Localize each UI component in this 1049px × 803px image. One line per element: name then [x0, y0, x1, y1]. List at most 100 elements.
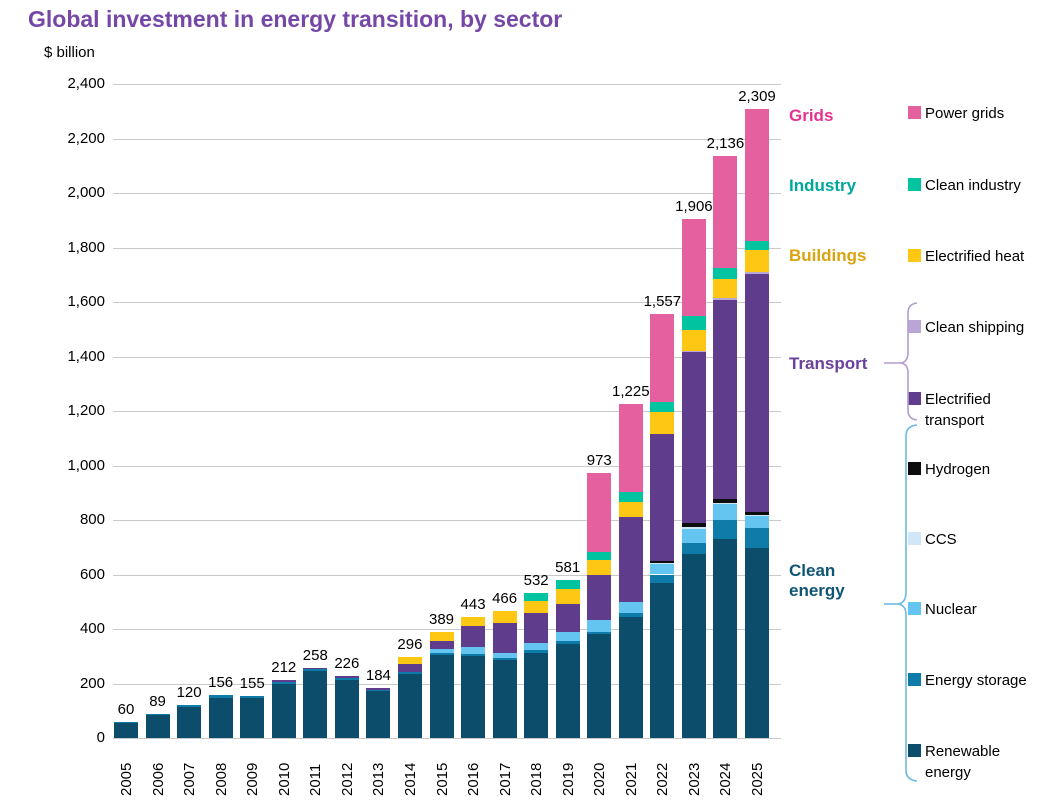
nuclear-swatch-icon — [908, 602, 921, 615]
y-tick-label: 2,200 — [67, 129, 105, 147]
segment-energy-storage-2019 — [555, 641, 580, 644]
y-tick-label: 1,000 — [67, 456, 105, 474]
x-tick-label-2007: 2007 — [181, 762, 199, 796]
segment-energy-storage-2007 — [177, 705, 202, 708]
total-label-2008: 156 — [208, 674, 234, 692]
segment-electrified-transport-2014 — [397, 664, 422, 673]
legend-item-clean-shipping: Clean shipping — [908, 317, 1028, 338]
segment-hydrogen-2022 — [650, 560, 675, 563]
renewable-energy-swatch-icon — [908, 744, 921, 757]
legend-item-electrified-heat: Electrified heat — [908, 246, 1028, 267]
legend-item-energy-storage: Energy storage — [908, 670, 1028, 691]
segment-electrified-transport-2011 — [303, 667, 328, 670]
legend-label: Power grids — [925, 105, 1005, 122]
segment-electrified-heat-2017 — [492, 611, 517, 623]
segment-ccs-2024 — [713, 502, 738, 504]
segment-renewable-energy-2014 — [397, 673, 422, 738]
segment-energy-storage-2023 — [681, 543, 706, 555]
category-label-clean: Clean energy — [789, 561, 845, 600]
hydrogen-swatch-icon — [908, 462, 921, 475]
electrified-heat-swatch-icon — [908, 249, 921, 262]
segment-energy-storage-2015 — [429, 652, 454, 655]
segment-renewable-energy-2023 — [681, 554, 706, 738]
total-label-2016: 443 — [460, 596, 486, 614]
segment-nuclear-2022 — [650, 563, 675, 575]
segment-ccs-2023 — [681, 527, 706, 529]
gridline-0 — [113, 738, 781, 739]
segment-hydrogen-2023 — [681, 522, 706, 528]
segment-ccs-2025 — [745, 515, 769, 517]
segment-renewable-energy-2024 — [713, 539, 738, 738]
y-tick-label: 200 — [79, 674, 105, 692]
segment-renewable-energy-2013 — [366, 691, 391, 738]
segment-electrified-transport-2016 — [461, 626, 486, 647]
segment-electrified-heat-2025 — [745, 250, 769, 273]
segment-electrified-heat-2014 — [397, 657, 422, 665]
segment-nuclear-2024 — [713, 503, 738, 520]
segment-electrified-transport-2019 — [555, 604, 580, 633]
x-tick-label-2011: 2011 — [307, 763, 325, 796]
x-tick-label-2022: 2022 — [654, 762, 672, 796]
segment-nuclear-2020 — [587, 620, 612, 632]
segment-renewable-energy-2015 — [429, 654, 454, 738]
segment-renewable-energy-2020 — [587, 634, 612, 738]
x-tick-label-2018: 2018 — [528, 762, 546, 796]
x-tick-label-2013: 2013 — [370, 762, 388, 796]
segment-energy-storage-2022 — [650, 574, 675, 583]
segment-electrified-heat-2019 — [555, 589, 580, 605]
y-tick-label: 800 — [79, 511, 105, 528]
legend-item-clean-industry: Clean industry — [908, 175, 1028, 196]
segment-clean-industry-2023 — [681, 316, 706, 330]
category-label-buildings: Buildings — [789, 246, 867, 265]
segment-electrified-heat-2015 — [429, 631, 454, 641]
segment-energy-storage-2018 — [524, 650, 549, 653]
category-label-transport: Transport — [789, 354, 868, 373]
total-label-2013: 184 — [365, 666, 391, 684]
category-label-grids: Grids — [789, 106, 834, 125]
legend-label: Energy storage — [925, 672, 1027, 689]
gridline-1,400 — [113, 356, 781, 358]
segment-clean-shipping-2023 — [681, 351, 706, 353]
segment-clean-industry-2020 — [587, 552, 612, 561]
legend-label: Clean industry — [925, 177, 1021, 194]
segment-hydrogen-2024 — [713, 499, 738, 503]
segment-clean-industry-2019 — [555, 579, 580, 590]
segment-nuclear-2017 — [492, 652, 517, 659]
legend-label: Hydrogen — [925, 461, 991, 478]
y-tick-label: 1,600 — [67, 293, 105, 310]
segment-renewable-energy-2008 — [208, 697, 233, 738]
category-label-industry: Industry — [789, 176, 857, 195]
segment-electrified-transport-2010 — [271, 680, 296, 682]
total-label-2022: 1,557 — [643, 292, 682, 310]
clean-industry-swatch-icon — [908, 178, 921, 191]
segment-renewable-energy-2010 — [271, 683, 296, 738]
clean-shipping-swatch-icon — [908, 320, 921, 333]
segment-electrified-transport-2021 — [618, 517, 643, 603]
segment-nuclear-2016 — [461, 646, 486, 654]
segment-energy-storage-2011 — [303, 669, 328, 671]
segment-renewable-energy-2011 — [303, 670, 328, 738]
y-tick-label: 600 — [79, 565, 105, 583]
segment-renewable-energy-2017 — [492, 660, 517, 738]
segment-electrified-transport-2012 — [334, 676, 359, 679]
y-tick-label: 1,800 — [67, 238, 105, 256]
x-tick-label-2021: 2021 — [622, 762, 640, 796]
gridline-2,200 — [113, 138, 781, 140]
segment-power-grids-2024 — [713, 155, 738, 269]
total-label-2023: 1,906 — [675, 197, 713, 215]
x-tick-label-2010: 2010 — [275, 762, 293, 796]
legend-item-power-grids: Power grids — [908, 103, 1028, 124]
segment-electrified-heat-2021 — [618, 502, 643, 517]
segment-energy-storage-2009 — [240, 695, 265, 698]
segment-electrified-heat-2020 — [587, 560, 612, 576]
segment-power-grids-2020 — [587, 472, 612, 553]
x-tick-label-2006: 2006 — [149, 762, 167, 796]
total-label-2012: 226 — [334, 655, 360, 673]
segment-energy-storage-2014 — [397, 672, 422, 674]
y-tick-label: 1,200 — [67, 402, 105, 419]
segment-clean-industry-2025 — [745, 241, 769, 251]
x-tick-label-2015: 2015 — [433, 762, 451, 796]
segment-power-grids-2025 — [745, 108, 769, 242]
segment-electrified-transport-2023 — [681, 352, 706, 523]
